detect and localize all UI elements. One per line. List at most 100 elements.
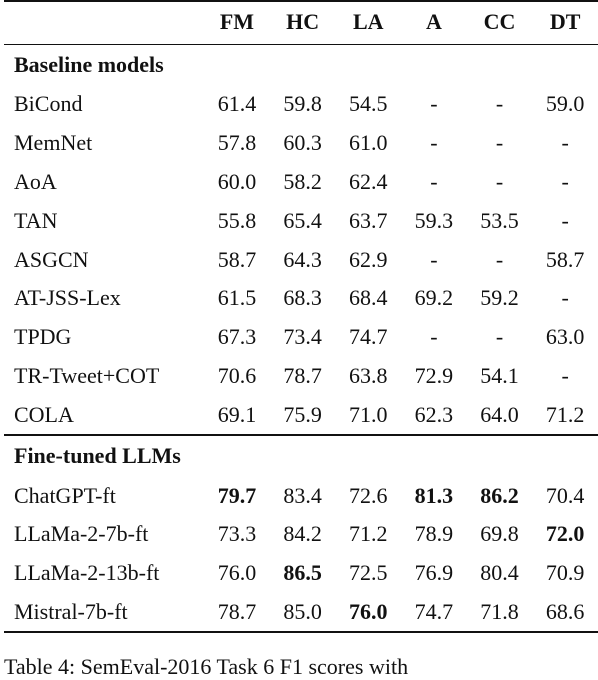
table-row: MemNet 57.8 60.3 61.0 - - - [4, 124, 598, 163]
score-cell: 71.8 [466, 592, 533, 634]
score-cell: 71.0 [348, 401, 388, 427]
score-cell: 78.9 [414, 521, 454, 547]
score-cell: 68.4 [348, 285, 388, 311]
score-cell: 70.4 [545, 482, 585, 508]
score-cell: 76.0 [335, 592, 402, 634]
model-name-cell: TPDG [14, 324, 72, 350]
score-cell: 74.7 [401, 592, 467, 634]
score-cell: 61.4 [217, 91, 257, 117]
score-cell: - [430, 130, 438, 156]
header-hc: HC [286, 9, 320, 34]
model-name-cell: ChatGPT-ft [14, 482, 116, 508]
table-top-rule [4, 0, 598, 2]
score-cell: - [495, 168, 504, 194]
score-cell: 74.7 [348, 324, 388, 350]
score-cell: 84.2 [283, 521, 322, 547]
score-cell: 61.5 [217, 285, 257, 311]
score-cell: 69.2 [414, 285, 454, 311]
score-cell: 71.2 [545, 401, 585, 427]
model-name-cell: TAN [14, 207, 58, 233]
score-cell: 65.4 [283, 207, 322, 233]
table-row: Mistral-7b-ft 78.7 85.0 76.0 74.7 71.8 68.6 [4, 592, 598, 634]
score-cell: 72.5 [348, 560, 388, 586]
score-cell: 58.7 [545, 246, 585, 272]
table-row: AoA 60.0 58.2 62.4 - - - [4, 163, 598, 202]
score-cell: 55.8 [217, 207, 257, 233]
score-cell: - [430, 168, 438, 194]
score-cell: 76.0 [217, 560, 257, 586]
section-title: Fine-tuned LLMs [4, 434, 598, 477]
score-cell: 58.7 [217, 246, 257, 272]
score-cell: 59.8 [283, 91, 322, 117]
score-cell: 79.7 [217, 482, 257, 508]
table-row: TAN 55.8 65.4 63.7 59.3 53.5 - [4, 201, 598, 240]
score-cell: 68.6 [532, 592, 598, 634]
table-row: LLaMa-2-13b-ft 76.0 86.5 72.5 76.9 80.4 70.9 [4, 554, 598, 593]
score-cell: 83.4 [283, 482, 322, 508]
score-cell: 69.1 [217, 401, 257, 427]
score-cell: 63.8 [348, 362, 388, 388]
score-cell: - [495, 130, 504, 156]
header-la: LA [352, 9, 384, 34]
score-cell: 70.6 [217, 362, 257, 388]
score-cell: - [561, 362, 569, 388]
score-cell: 58.2 [283, 168, 322, 194]
table-row: BiCond 61.4 59.8 54.5 - - 59.0 [4, 85, 598, 124]
score-cell: 76.9 [414, 560, 454, 586]
score-cell: 60.0 [217, 168, 257, 194]
table-row: TR-Tweet+COT 70.6 78.7 63.8 72.9 54.1 - [4, 357, 598, 396]
results-table: FM HC LA A CC DT Baseline models BiCond 61… [4, 0, 598, 634]
model-name-cell: LLaMa-2-13b-ft [14, 560, 160, 586]
score-cell: - [430, 91, 438, 117]
score-cell: 54.5 [348, 91, 388, 117]
model-name-cell: LLaMa-2-7b-ft [14, 521, 149, 547]
score-cell: 57.8 [217, 130, 257, 156]
header-a: A [425, 9, 442, 34]
score-cell: 69.8 [480, 521, 519, 547]
score-cell: 59.0 [545, 91, 585, 117]
header-fm: FM [219, 9, 255, 34]
score-cell: - [495, 91, 504, 117]
model-name-cell: COLA [14, 401, 74, 427]
score-cell: 80.4 [480, 560, 519, 586]
score-cell: - [561, 130, 569, 156]
score-cell: 72.9 [414, 362, 454, 388]
score-cell: 78.7 [283, 362, 322, 388]
score-cell: - [495, 246, 504, 272]
score-cell: 62.4 [348, 168, 388, 194]
score-cell: 70.9 [545, 560, 585, 586]
score-cell: - [430, 324, 438, 350]
score-cell: 72.0 [545, 521, 585, 547]
section-header-row: Fine-tuned LLMs [4, 434, 598, 477]
score-cell: 86.2 [480, 482, 519, 508]
score-cell: 81.3 [414, 482, 454, 508]
table-row: AT-JSS-Lex 61.5 68.3 68.4 69.2 59.2 - [4, 279, 598, 318]
table-body: Baseline models BiCond 61.4 59.8 54.5 - - 59.0 M… [4, 44, 598, 634]
header-dt: DT [549, 9, 581, 34]
model-name-cell: Mistral-7b-ft [4, 592, 205, 634]
score-cell: 62.9 [348, 246, 388, 272]
score-cell: 68.3 [283, 285, 322, 311]
table-row: TPDG 67.3 73.4 74.7 - - 63.0 [4, 318, 598, 357]
header-model-cell [4, 0, 204, 45]
score-cell: 85.0 [269, 592, 336, 634]
table-row: LLaMa-2-7b-ft 73.3 84.2 71.2 78.9 69.8 72.0 [4, 515, 598, 554]
results-table-container: FM HC LA A CC DT Baseline models BiCond 61… [4, 0, 598, 634]
score-cell: 59.2 [480, 285, 519, 311]
score-cell: - [495, 324, 504, 350]
table-row: ASGCN 58.7 64.3 62.9 - - 58.7 [4, 240, 598, 279]
score-cell: 63.7 [348, 207, 388, 233]
score-cell: 67.3 [217, 324, 257, 350]
score-cell: 73.3 [217, 521, 257, 547]
score-cell: 53.5 [480, 207, 519, 233]
model-name-cell: AT-JSS-Lex [14, 285, 121, 311]
header-cc: CC [483, 9, 516, 34]
score-cell: 64.0 [480, 401, 519, 427]
table-row: ChatGPT-ft 79.7 83.4 72.6 81.3 86.2 70.4 [4, 476, 598, 515]
score-cell: 78.7 [204, 592, 270, 634]
table-row: COLA 69.1 75.9 71.0 62.3 64.0 71.2 [4, 395, 598, 435]
score-cell: 75.9 [283, 401, 322, 427]
score-cell: - [561, 168, 569, 194]
model-name-cell: TR-Tweet+COT [14, 362, 160, 388]
score-cell: 62.3 [414, 401, 454, 427]
